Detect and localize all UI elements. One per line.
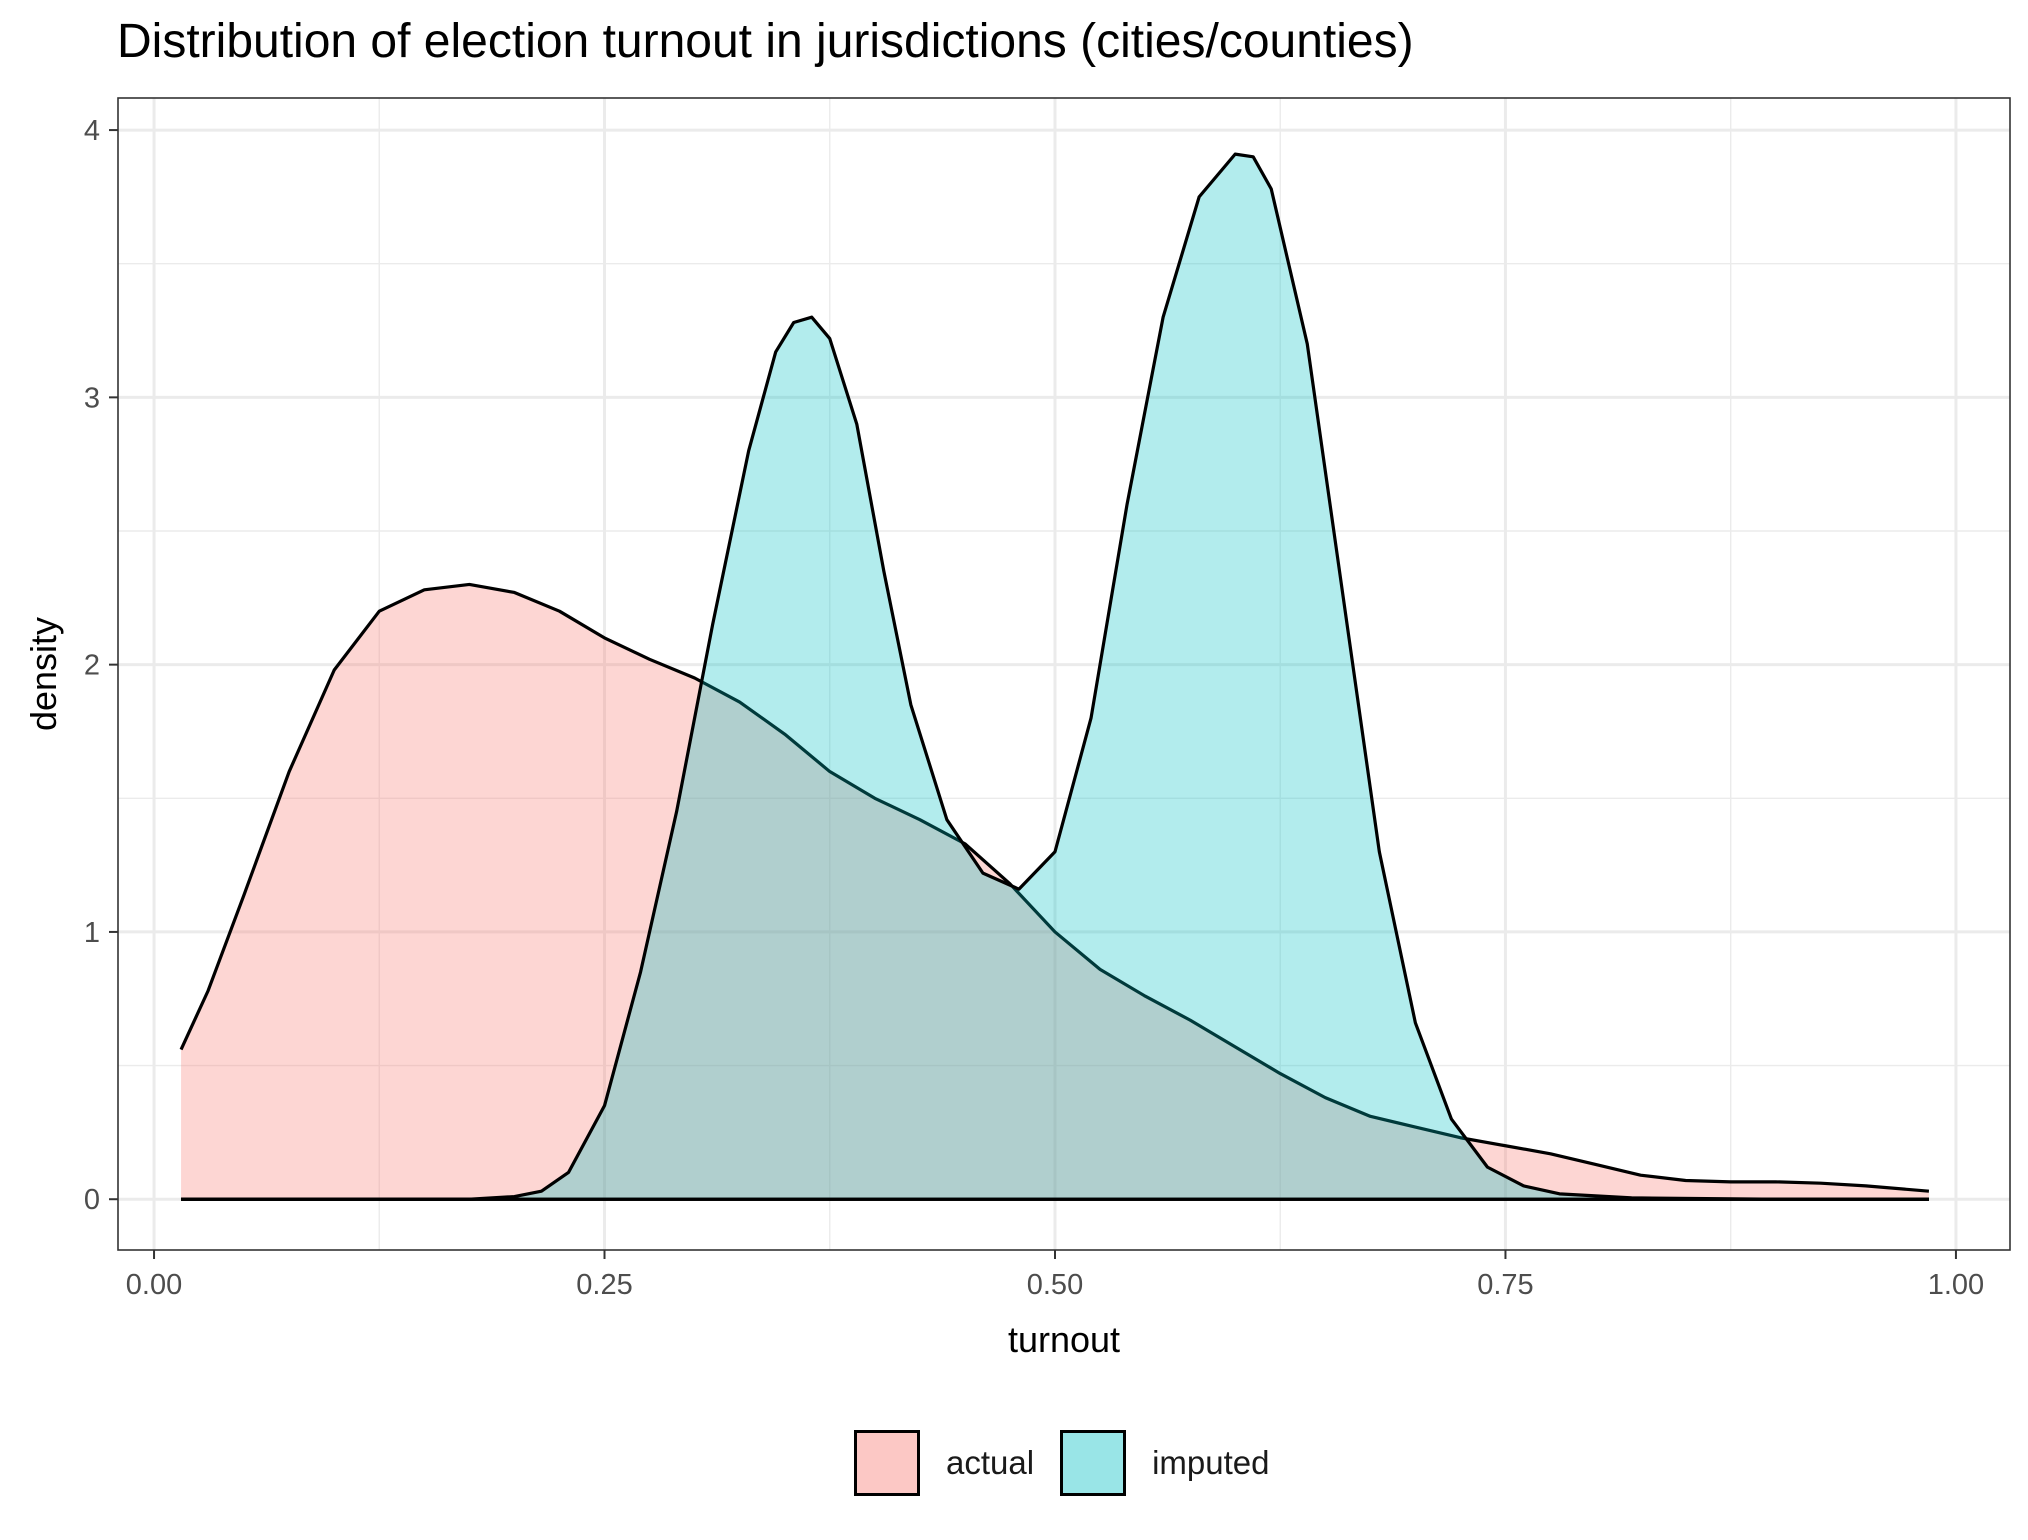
- x-tick-label: 0.75: [1477, 1269, 1533, 1301]
- y-tick-label: 2: [84, 650, 100, 682]
- y-tick-label: 4: [84, 115, 100, 147]
- density-line-actual: [179, 582, 1930, 1193]
- legend-key-actual: [854, 1430, 920, 1496]
- x-tick-label: 0.00: [126, 1269, 182, 1301]
- y-tick-label: 1: [84, 917, 100, 949]
- x-tick-label: 1.00: [1928, 1269, 1984, 1301]
- y-axis-title: density: [23, 617, 64, 731]
- panel-border: [117, 97, 2011, 1251]
- y-tick-label: 0: [84, 1184, 100, 1216]
- legend-item-imputed[interactable]: imputed: [1060, 1430, 1269, 1496]
- x-tick-label: 0.25: [576, 1269, 632, 1301]
- density-area-actual: [181, 584, 1929, 1200]
- density-areas: [179, 152, 1930, 1201]
- legend-label-actual: actual: [946, 1444, 1035, 1481]
- x-axis-title: turnout: [1008, 1319, 1120, 1360]
- legend-item-actual[interactable]: actual: [854, 1430, 1034, 1496]
- y-tick-label: 3: [84, 382, 100, 414]
- density-area-imputed: [181, 154, 1929, 1200]
- density-line-imputed: [181, 152, 1929, 1201]
- x-tick-label: 0.50: [1027, 1269, 1083, 1301]
- legend-label-imputed: imputed: [1152, 1444, 1270, 1481]
- chart-title: Distribution of election turnout in juri…: [117, 15, 1414, 68]
- legend: actual imputed: [854, 1430, 1295, 1496]
- axes: 0.00 0.25 0.50 0.75 1.00 0 1 2 3 4: [84, 115, 1984, 1301]
- legend-key-imputed: [1060, 1430, 1127, 1496]
